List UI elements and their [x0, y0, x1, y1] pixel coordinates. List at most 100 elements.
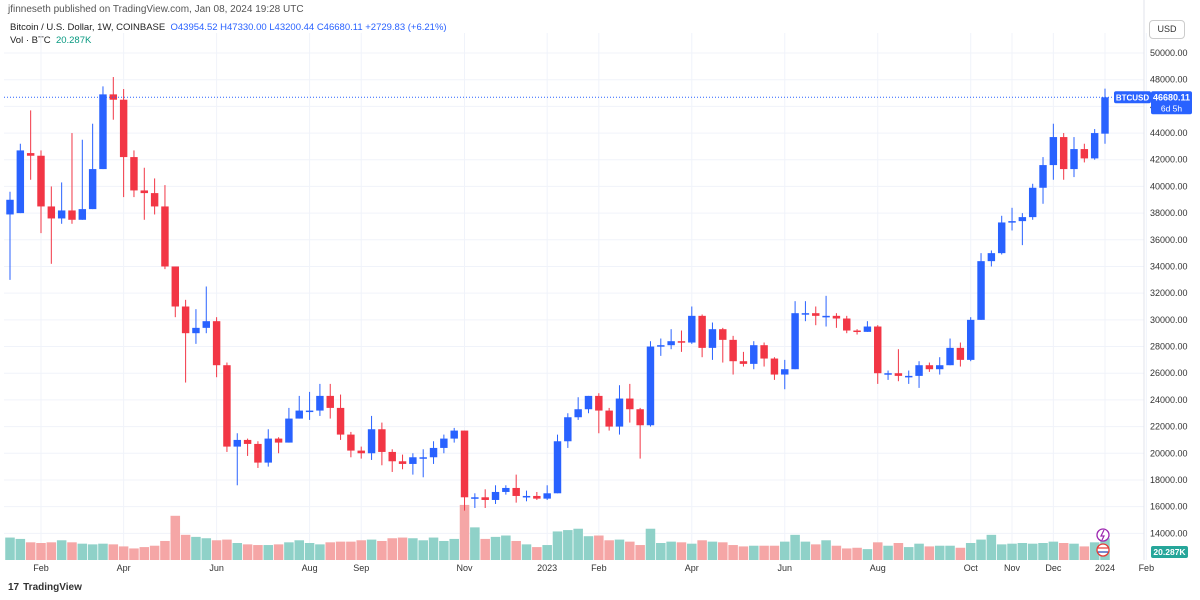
x-tick-label: Dec	[1045, 563, 1062, 573]
chart-legend: Bitcoin / U.S. Dollar, 1W, COINBASE O439…	[10, 21, 447, 47]
y-tick-label: 40000.00	[1150, 181, 1188, 191]
tradingview-brand[interactable]: 17 TradingView	[8, 582, 82, 593]
candle-body	[553, 441, 562, 494]
price-tag: 46680.11	[1153, 92, 1190, 102]
volume-bar	[976, 539, 986, 560]
candle-body	[997, 222, 1006, 254]
volume-bar	[67, 542, 77, 560]
candle-body	[966, 319, 975, 360]
volume-bar	[397, 537, 408, 560]
time-axis[interactable]: Feb Apr Jun Aug Sep Nov 2023 Feb Apr Jun Aug Oct Nov…	[33, 563, 1154, 573]
price-axis[interactable]: 14000.00 16000.00 18000.00 20000.00 22000.00…	[1150, 48, 1188, 538]
currency-selector[interactable]: USD	[1149, 20, 1185, 39]
volume-bar	[170, 515, 181, 560]
volume-bar	[470, 527, 480, 560]
symbol-name: Bitcoin / U.S. Dollar, 1W, COINBASE	[10, 22, 166, 33]
volume-bar	[738, 546, 749, 560]
x-tick-label: 2024	[1095, 563, 1115, 573]
candle-body	[16, 150, 25, 214]
candle-body	[1039, 165, 1047, 188]
volume-bar	[697, 540, 707, 560]
candle-body	[698, 315, 706, 348]
candle-body	[409, 457, 417, 464]
symbol-tag: BTCUSD	[1116, 93, 1150, 102]
candle-body	[708, 329, 717, 348]
candle-body	[109, 94, 118, 100]
volume-bar	[211, 540, 222, 560]
candle-body	[925, 365, 934, 370]
candle-body	[1070, 149, 1078, 170]
candle-body	[657, 345, 665, 347]
volume-bar	[563, 530, 573, 560]
volume-bar	[903, 547, 914, 560]
volume-bar	[687, 543, 697, 560]
candle-body	[1090, 133, 1099, 159]
candle-body	[419, 457, 427, 459]
volume-bar	[449, 538, 459, 560]
volume-bar	[325, 542, 336, 560]
volume-bar	[459, 504, 470, 560]
volume-bar	[965, 543, 976, 560]
x-tick-label: Aug	[870, 563, 886, 573]
candle-body	[1059, 137, 1068, 170]
candle-body	[977, 261, 985, 320]
candle-body	[615, 398, 624, 427]
x-tick-label: Apr	[685, 563, 699, 573]
publisher-info: jfinneseth published on TradingView.com,…	[8, 4, 304, 15]
volume-bar	[490, 536, 501, 560]
candle-body	[832, 315, 841, 319]
volume-tag: 20.287K	[1153, 547, 1186, 557]
candle-body	[47, 206, 56, 219]
volume-bar	[46, 542, 57, 560]
symbol-tag-bg	[1114, 91, 1151, 104]
y-tick-label: 22000.00	[1150, 422, 1188, 432]
volume-bar	[769, 545, 780, 560]
candle-body	[347, 434, 355, 451]
volume-bar	[1058, 543, 1069, 560]
volume-bar	[335, 541, 346, 560]
candle-body	[119, 99, 128, 158]
x-tick-label: Jun	[778, 563, 793, 573]
volume-bar	[645, 528, 656, 560]
candle-body	[161, 206, 169, 267]
candle-body	[243, 439, 252, 444]
volume-bar	[1027, 543, 1038, 560]
volume-bar	[656, 543, 666, 560]
candle-body	[874, 326, 882, 374]
volume-bar	[707, 541, 718, 560]
y-tick-label: 32000.00	[1150, 288, 1188, 298]
tradingview-logo-icon: 17	[8, 582, 20, 593]
volume-bar	[232, 543, 243, 560]
candle-body	[605, 410, 613, 427]
volume-bar	[284, 542, 294, 560]
volume-bar	[304, 543, 315, 560]
candle-body	[688, 315, 696, 343]
candle-body	[274, 438, 283, 443]
volume-bar	[676, 542, 687, 560]
price-tag-bg	[1151, 91, 1192, 115]
volume-bar	[831, 545, 842, 560]
x-tick-label: Nov	[1004, 563, 1021, 573]
volume-bar	[56, 540, 67, 560]
volume-bar	[532, 547, 542, 560]
candle-body	[894, 373, 903, 376]
candle-body	[584, 395, 593, 410]
volume-bar	[108, 544, 119, 560]
candle-body	[202, 321, 210, 328]
grid-lines	[4, 0, 1147, 560]
candle-body	[171, 266, 180, 307]
y-tick-label: 44000.00	[1150, 128, 1188, 138]
volume-bar	[893, 543, 904, 560]
candle-body	[719, 329, 727, 340]
volume-bar	[883, 545, 893, 560]
volume-bar	[759, 545, 769, 560]
candle-body	[760, 345, 768, 359]
candle-body	[491, 491, 500, 500]
volume-bar	[439, 540, 449, 560]
candles	[6, 77, 1109, 511]
brand-name: TradingView	[23, 582, 82, 593]
candle-body	[905, 375, 913, 378]
candle-body	[1049, 137, 1058, 166]
volume-bar	[872, 542, 883, 560]
